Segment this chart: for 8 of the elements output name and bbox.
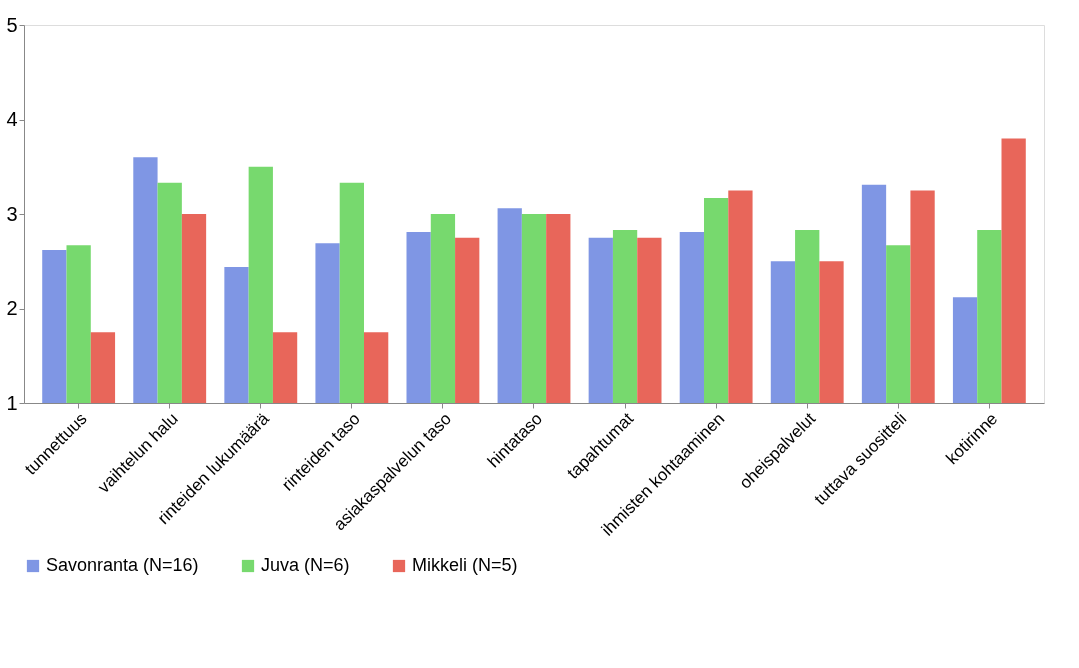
y-tick-label: 4	[6, 108, 18, 130]
legend-label: Savonranta (N=16)	[46, 555, 199, 575]
legend-label: Juva (N=6)	[261, 555, 350, 575]
y-tick-label: 5	[6, 13, 18, 36]
y-tick-label: 1	[6, 391, 18, 414]
y-tick-label: 2	[6, 297, 18, 319]
y-tick-label: 3	[6, 202, 18, 225]
legend-label: Mikkeli (N=5)	[412, 555, 518, 575]
